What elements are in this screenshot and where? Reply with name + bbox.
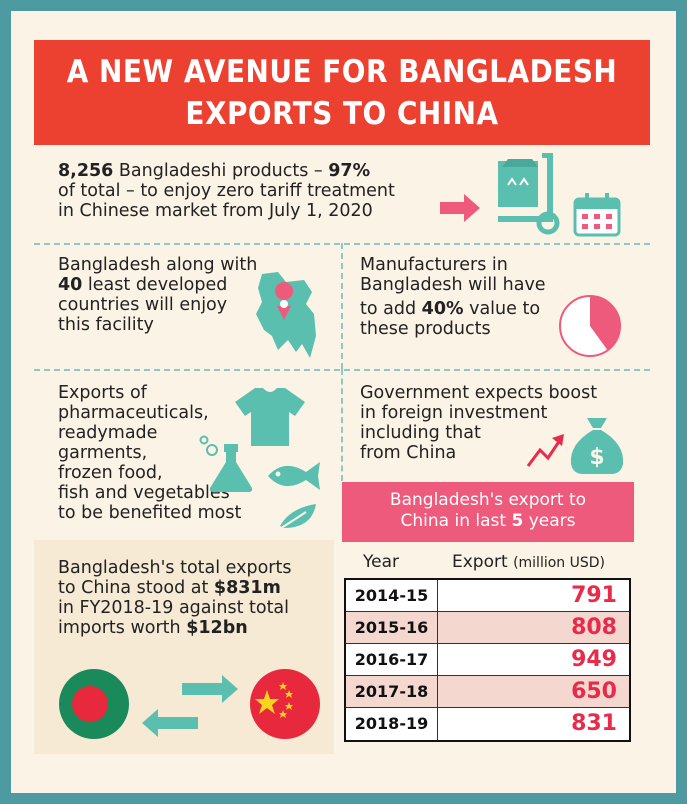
years-count: 5: [511, 511, 524, 531]
export-table: 2014-15 791 2015-16 808 2016-17 949 2017-18…: [344, 578, 631, 742]
col-export-header: Export (million USD): [452, 552, 605, 572]
china-flag-icon: [250, 669, 320, 739]
ldc-count: 40: [58, 275, 83, 295]
text-line: Bangladesh will have: [360, 275, 546, 295]
text-line: of total – to enjoy zero tariff treatmen…: [58, 181, 395, 201]
table-row: 2017-18 650: [346, 676, 629, 708]
text-line: Exports of: [58, 383, 147, 403]
arrow-right-icon: [440, 194, 480, 222]
table-heading-line1: Bangladesh's export to: [389, 490, 587, 510]
page-title: A NEW AVENUE FOR BANGLADESH EXPORTS TO C…: [34, 40, 650, 145]
table-heading: Bangladesh's export to China in last 5 y…: [342, 482, 634, 542]
percent-total: 97%: [328, 161, 371, 181]
table-row: 2015-16 808: [346, 612, 629, 644]
hand-truck-icon: [498, 153, 560, 235]
text-line: from China: [360, 443, 457, 463]
money-bag-icon: $: [570, 418, 624, 474]
calendar-icon: [573, 193, 621, 237]
value-added-percent: 40%: [421, 299, 464, 319]
product-count: 8,256: [58, 161, 114, 181]
table-row: 2014-15 791: [346, 580, 629, 612]
ldc-facility-text: Bangladesh along with 40 least developed…: [58, 255, 298, 335]
investment-text: Government expects boost in foreign inve…: [360, 383, 630, 463]
table-row: 2016-17 949: [346, 644, 629, 676]
value-cell: 949: [571, 647, 617, 672]
text-span: (million USD): [513, 555, 605, 571]
trade-balance-text: Bangladesh's total exports to China stoo…: [58, 558, 328, 638]
text-line: in Chinese market from July 1, 2020: [58, 201, 373, 221]
text-line: this facility: [58, 315, 154, 335]
text-span: imports worth: [58, 618, 187, 638]
divider: [341, 243, 343, 369]
tshirt-icon: [235, 388, 305, 446]
zero-tariff-text: 8,256 Bangladeshi products – 97% of tota…: [58, 161, 488, 221]
text-span: to add: [360, 299, 422, 319]
text-line: Bangladesh along with: [58, 255, 258, 275]
leaf-icon: [277, 504, 316, 531]
text-line: Bangladesh's total exports: [58, 558, 292, 578]
value-addition-text: Manufacturers in Bangladesh will have to…: [360, 255, 570, 339]
value-cell: 808: [571, 615, 617, 640]
svg-text:$: $: [589, 445, 604, 470]
bangladesh-flag-icon: [59, 669, 129, 739]
col-year-header: Year: [363, 552, 399, 572]
total-exports: $831m: [213, 578, 281, 598]
table-row: 2018-19 831: [346, 708, 629, 740]
year-cell: 2018-19: [346, 708, 438, 740]
text-span: least developed: [82, 275, 228, 295]
bangladesh-map-icon: [256, 272, 316, 358]
text-span: years: [523, 511, 576, 531]
text-line: in foreign investment: [360, 403, 548, 423]
text-line: garments,: [58, 443, 148, 463]
text-line: to be benefited most: [58, 503, 242, 523]
text-span: to China stood at: [58, 578, 214, 598]
benefited-sectors-text: Exports of pharmaceuticals, readymade ga…: [58, 383, 258, 523]
year-cell: 2015-16: [346, 612, 438, 644]
title-line-1: A NEW AVENUE FOR BANGLADESH: [66, 54, 618, 90]
text-span: China in last: [400, 511, 512, 531]
value-cell: 831: [571, 711, 617, 736]
text-line: pharmaceuticals,: [58, 403, 209, 423]
text-line: readymade: [58, 423, 158, 443]
text-span: Bangladeshi products –: [113, 161, 329, 181]
text-line: Government expects boost: [360, 383, 598, 403]
pie-icon: [559, 295, 621, 357]
text-line: countries will enjoy: [58, 295, 228, 315]
year-cell: 2014-15: [346, 580, 438, 612]
trend-arrow-icon: [526, 434, 564, 467]
flask-icon: [199, 435, 253, 492]
text-span: Export: [452, 552, 508, 572]
pie-slice: [590, 296, 620, 351]
text-line: frozen food,: [58, 463, 163, 483]
value-cell: 791: [571, 583, 617, 608]
exchange-arrows-icon: [142, 675, 238, 737]
divider: [341, 369, 343, 481]
year-cell: 2016-17: [346, 644, 438, 676]
year-cell: 2017-18: [346, 676, 438, 708]
total-imports: $12bn: [186, 618, 248, 638]
title-line-2: EXPORTS TO CHINA: [185, 96, 499, 132]
text-line: fish and vegetables: [58, 483, 230, 503]
text-line: in FY2018-19 against total: [58, 598, 290, 618]
text-line: these products: [360, 319, 491, 339]
fish-icon: [268, 462, 320, 490]
text-line: Manufacturers in: [360, 255, 508, 275]
value-cell: 650: [571, 679, 617, 704]
text-span: value to: [463, 299, 541, 319]
text-line: including that: [360, 423, 481, 443]
